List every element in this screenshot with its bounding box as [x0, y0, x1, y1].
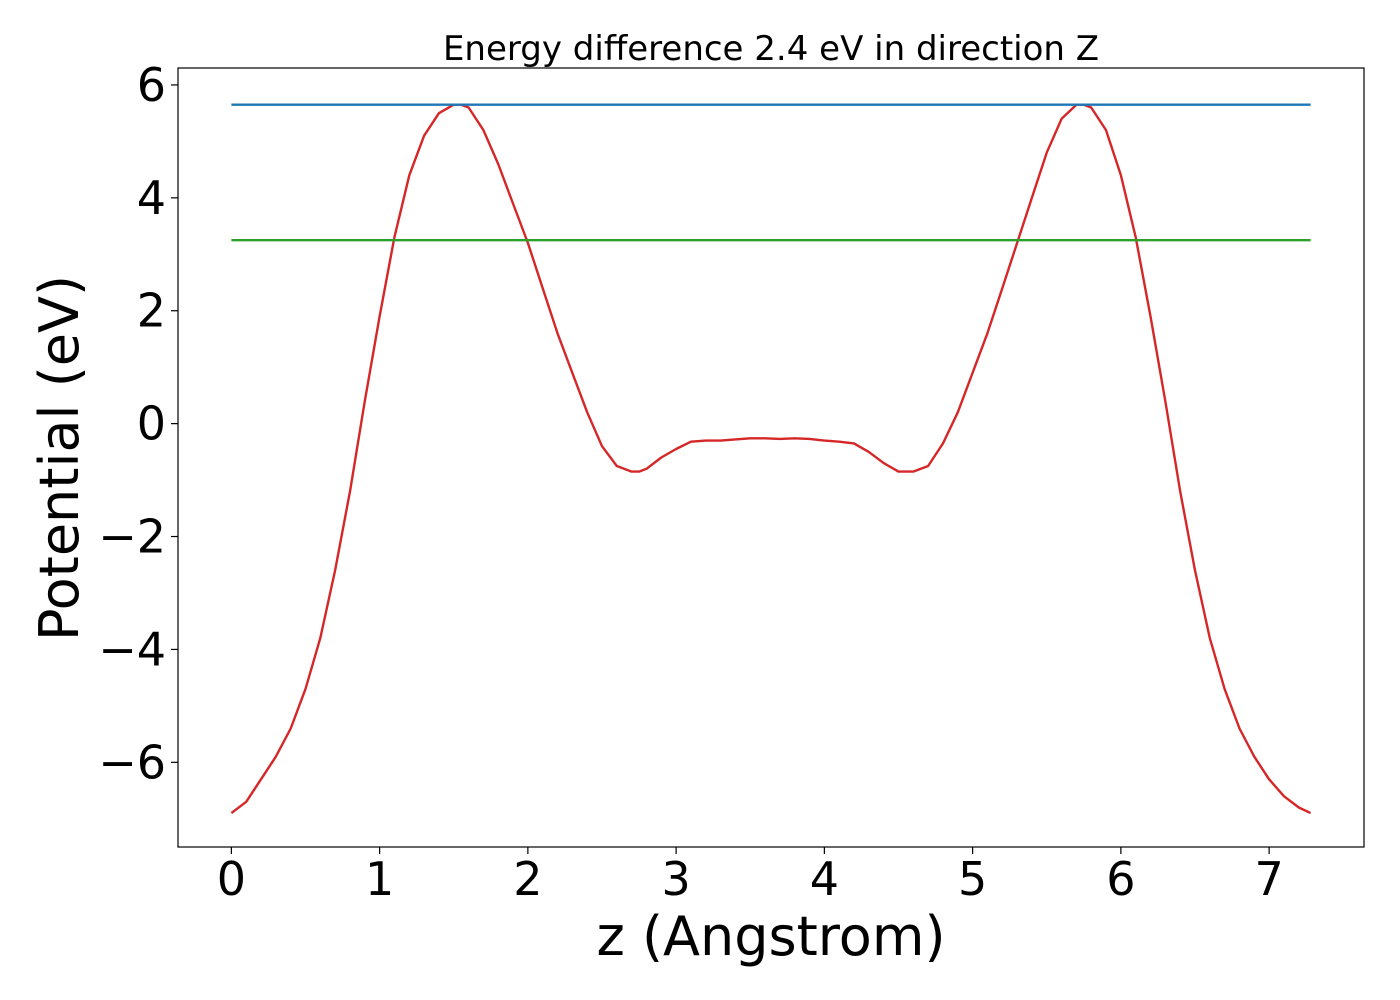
y-ticks: −6 −4 −2 0 2 4 6 — [98, 58, 178, 789]
x-axis-label: z (Angstrom) — [596, 905, 945, 968]
y-tick-label: 6 — [137, 58, 166, 112]
y-tick-label: −6 — [98, 735, 166, 789]
x-tick-label: 1 — [365, 852, 394, 906]
x-tick-label: 0 — [217, 852, 246, 906]
y-tick-label: 4 — [137, 171, 166, 225]
x-ticks: 0 1 2 3 4 5 6 7 — [217, 847, 1284, 906]
plot-frame — [177, 67, 1365, 848]
x-tick-label: 2 — [513, 852, 542, 906]
y-axis-label: Potential (eV) — [28, 275, 91, 641]
chart-title: Energy difference 2.4 eV in direction Z — [443, 29, 1099, 69]
y-tick-label: −2 — [98, 510, 166, 564]
series-layer — [230, 103, 1312, 815]
y-tick-label: 2 — [137, 284, 166, 338]
x-tick-label: 4 — [810, 852, 839, 906]
x-tick-label: 5 — [958, 852, 987, 906]
y-tick-label: 0 — [137, 397, 166, 451]
x-tick-label: 6 — [1106, 852, 1135, 906]
y-tick-label: −4 — [98, 622, 166, 676]
series-line-1 — [230, 103, 1312, 815]
x-tick-label: 7 — [1254, 852, 1283, 906]
x-tick-label: 3 — [661, 852, 690, 906]
